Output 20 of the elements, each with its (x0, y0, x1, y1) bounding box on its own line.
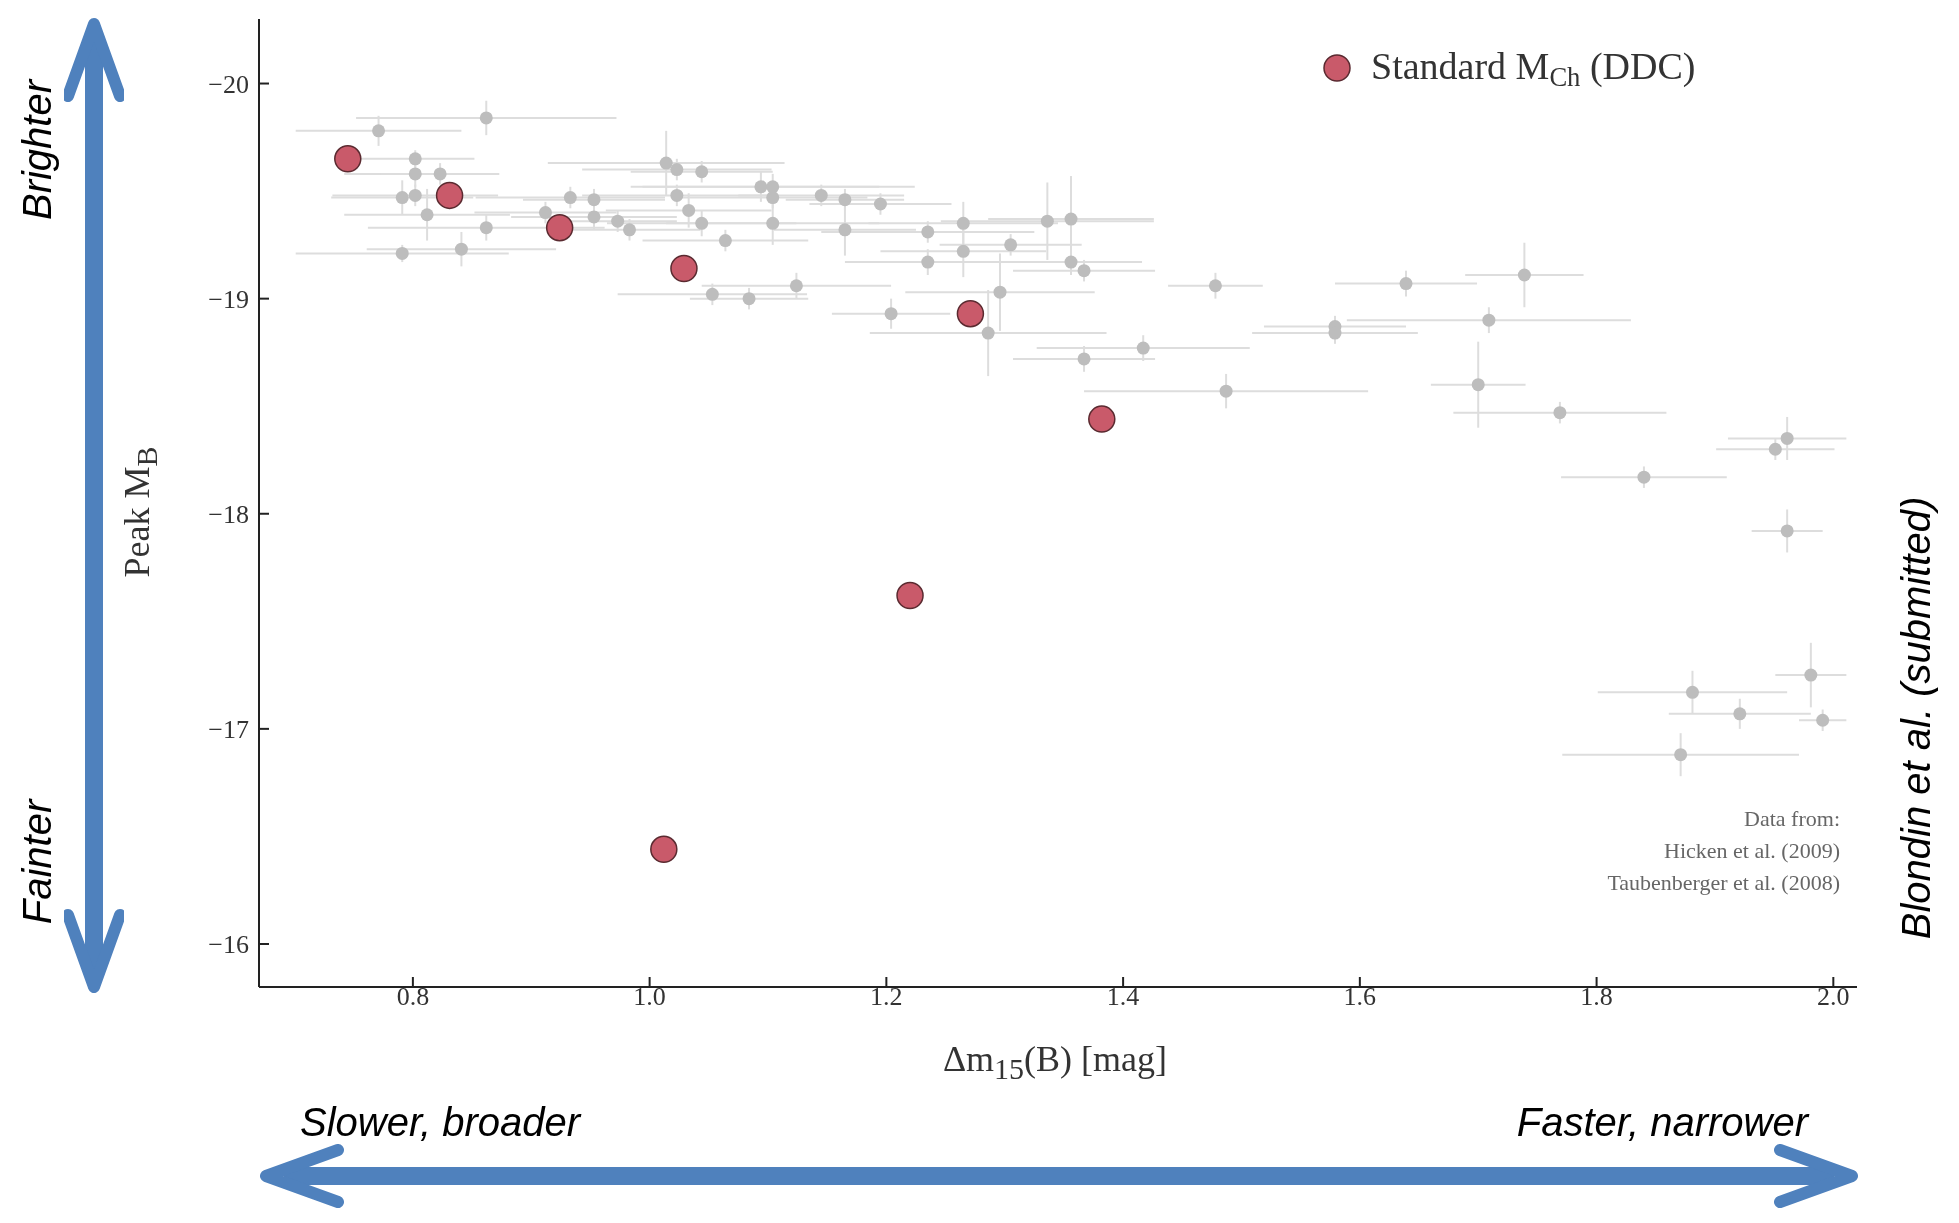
x-axis-title: Δm$_{15}$(B) [mag] (942, 1039, 1168, 1086)
x-tick-label: 1.8 (1580, 982, 1613, 1011)
y-tick-label: −18 (208, 499, 249, 529)
text: Fainter (14, 799, 60, 925)
y-tick-label: −16 (208, 929, 249, 959)
x-tick-label: 1.0 (633, 982, 666, 1011)
x-tick-label: 0.8 (396, 982, 430, 1011)
y-tick-label: −20 (208, 69, 249, 99)
x-tick-label: 2.0 (1817, 982, 1850, 1011)
text: Brighter (14, 79, 60, 221)
legend-label: Standard M$_{Ch}$ (DDC) (1371, 45, 1696, 92)
x-tick-label: 1.4 (1106, 982, 1140, 1011)
text: Faster, narrower (1516, 1100, 1808, 1145)
x-tick-label: 1.6 (1343, 982, 1377, 1011)
text: Slower, broader (300, 1100, 581, 1145)
y-tick-label: −19 (208, 284, 249, 314)
y-tick-label: −17 (208, 714, 249, 744)
x-tick-label: 1.2 (870, 982, 903, 1011)
text: Blondin et al. (submitted) (1893, 496, 1939, 940)
annotation: Data from: Hicken et al. (2009) Taubenberger et al. (2008) (1607, 805, 1840, 897)
